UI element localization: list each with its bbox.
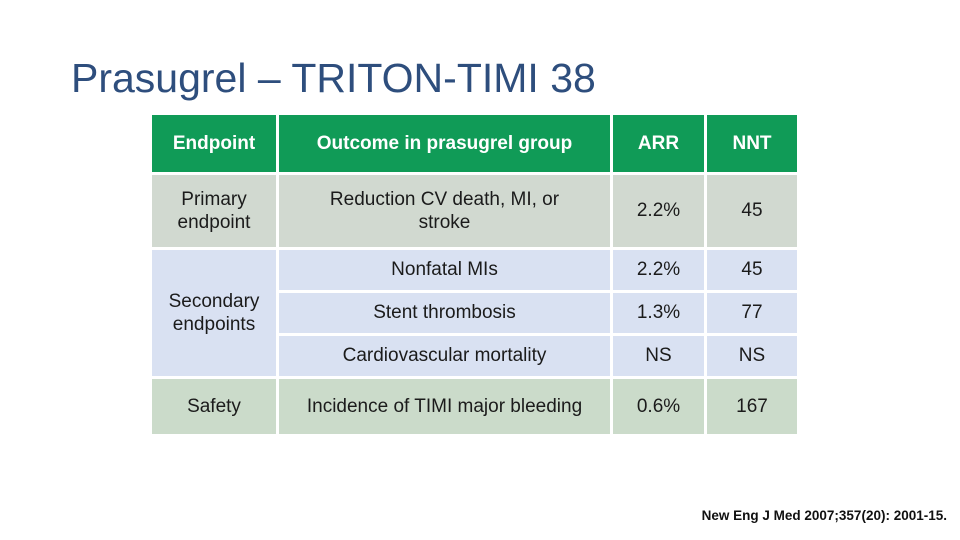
cell-cv-mortality-arr: NS — [613, 336, 704, 376]
cell-safety-nnt: 167 — [707, 379, 797, 434]
cell-cv-mortality-nnt: NS — [707, 336, 797, 376]
citation: New Eng J Med 2007;357(20): 2001-15. — [701, 508, 947, 523]
cell-stent-outcome: Stent thrombosis — [279, 293, 610, 333]
header-nnt: NNT — [707, 115, 797, 172]
endpoints-table: Endpoint Outcome in prasugrel group ARR … — [152, 115, 797, 434]
cell-cv-mortality-outcome: Cardiovascular mortality — [279, 336, 610, 376]
cell-stent-nnt: 77 — [707, 293, 797, 333]
cell-nonfatal-outcome: Nonfatal MIs — [279, 250, 610, 290]
header-endpoint: Endpoint — [152, 115, 276, 172]
header-outcome: Outcome in prasugrel group — [279, 115, 610, 172]
cell-nonfatal-arr: 2.2% — [613, 250, 704, 290]
header-arr: ARR — [613, 115, 704, 172]
cell-safety-arr: 0.6% — [613, 379, 704, 434]
cell-safety-outcome: Incidence of TIMI major bleeding — [279, 379, 610, 434]
cell-primary-outcome: Reduction CV death, MI, or stroke — [279, 175, 610, 247]
cell-primary-arr: 2.2% — [613, 175, 704, 247]
cell-stent-arr: 1.3% — [613, 293, 704, 333]
cell-safety-endpoint: Safety — [152, 379, 276, 434]
cell-primary-nnt: 45 — [707, 175, 797, 247]
slide-title: Prasugrel – TRITON-TIMI 38 — [71, 55, 596, 101]
cell-secondary-endpoints: Secondary endpoints — [152, 250, 276, 376]
cell-primary-endpoint: Primary endpoint — [152, 175, 276, 247]
cell-primary-outcome-text: Reduction CV death, MI, or stroke — [329, 188, 560, 233]
cell-nonfatal-nnt: 45 — [707, 250, 797, 290]
